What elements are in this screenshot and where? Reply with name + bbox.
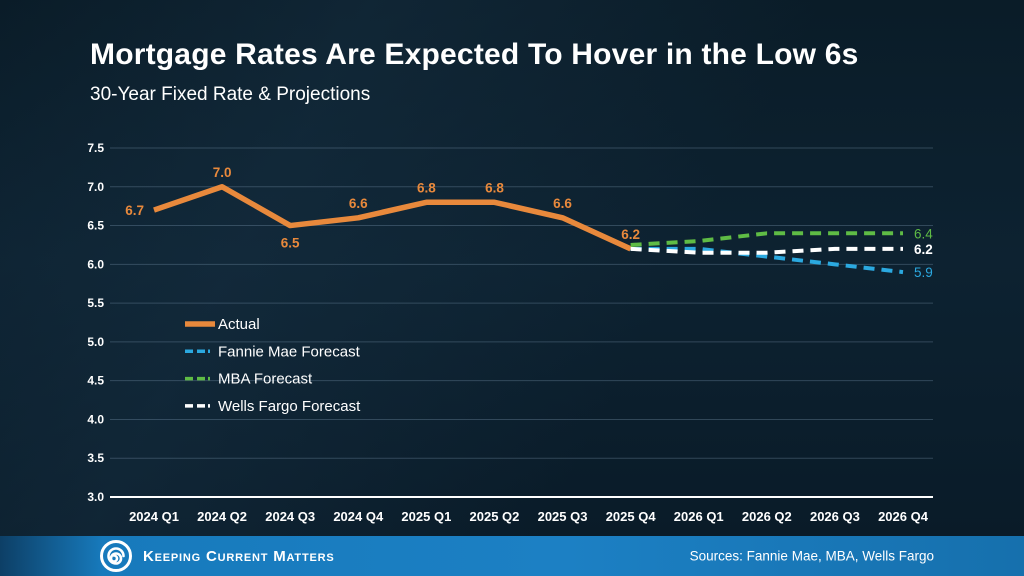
x-tick-label: 2025 Q4 — [606, 509, 657, 524]
series-line-mba-forecast — [630, 231, 903, 247]
page-subtitle: 30-Year Fixed Rate & Projections — [90, 84, 371, 105]
legend-label: Wells Fargo Forecast — [218, 398, 361, 415]
brand-lockup: Keeping Current Matters — [99, 539, 334, 573]
x-tick-label: 2024 Q4 — [333, 509, 384, 524]
series-line-wells-fargo-forecast — [630, 246, 903, 255]
legend-item-fannie-mae-forecast: Fannie Mae Forecast — [185, 343, 361, 360]
footer-bar: Keeping Current Matters Sources: Fannie … — [0, 536, 1024, 576]
x-tick-label: 2025 Q1 — [401, 509, 451, 524]
x-tick-label: 2026 Q1 — [674, 509, 724, 524]
data-label: 6.7 — [125, 203, 144, 218]
series-lines — [153, 184, 904, 275]
x-axis-tick-labels: 2024 Q1 2024 Q2 2024 Q3 2024 Q4 2025 Q1 2025 … — [129, 509, 929, 524]
y-tick-label: 4.5 — [87, 374, 104, 388]
series-end-labels: 5.9 6.46.2 — [914, 226, 933, 280]
x-tick-label: 2025 Q2 — [470, 509, 520, 524]
sources-text: Sources: Fannie Mae, MBA, Wells Fargo — [689, 548, 934, 564]
x-tick-label: 2024 Q3 — [265, 509, 315, 524]
end-label-mba-forecast: 6.4 — [914, 226, 933, 241]
data-label: 6.5 — [281, 236, 300, 251]
series-line-actual — [153, 184, 632, 252]
data-label: 6.2 — [621, 227, 640, 242]
data-label: 7.0 — [213, 165, 232, 180]
chart-legend: Actual Fannie Mae Forecast MBA Forecast Wel… — [185, 316, 361, 415]
y-tick-label: 3.0 — [87, 490, 104, 504]
y-tick-label: 3.5 — [87, 451, 104, 465]
legend-label: Fannie Mae Forecast — [218, 343, 361, 360]
gridlines — [110, 147, 933, 498]
y-tick-label: 7.5 — [87, 141, 104, 155]
y-tick-label: 6.5 — [87, 219, 104, 233]
data-point-labels: 6.7 7.0 6.5 6.6 6.8 6.8 6.6 6.2 — [125, 165, 640, 251]
end-label-wells-fargo-forecast: 6.2 — [914, 242, 933, 257]
x-tick-label: 2024 Q2 — [197, 509, 247, 524]
x-tick-label: 2026 Q2 — [742, 509, 792, 524]
y-tick-label: 5.5 — [87, 296, 104, 310]
data-label: 6.8 — [485, 180, 504, 195]
brand-name: Keeping Current Matters — [143, 547, 335, 565]
series-line-fannie-mae-forecast — [630, 246, 904, 275]
y-tick-label: 6.0 — [87, 257, 104, 271]
y-tick-label: 5.0 — [87, 335, 104, 349]
data-label: 6.6 — [553, 196, 572, 211]
legend-item-mba-forecast: MBA Forecast — [185, 371, 313, 388]
x-tick-label: 2024 Q1 — [129, 509, 179, 524]
x-tick-label: 2026 Q3 — [810, 509, 860, 524]
y-axis-tick-labels: 3.0 3.5 4.0 4.5 5.0 5.5 6.0 6.5 7.0 7.5 — [87, 141, 104, 504]
kcm-swirl-logo-icon — [100, 540, 132, 572]
page-title: Mortgage Rates Are Expected To Hover in … — [90, 38, 859, 71]
legend-label: MBA Forecast — [218, 371, 313, 388]
x-tick-label: 2026 Q4 — [878, 509, 929, 524]
y-tick-label: 7.0 — [87, 180, 104, 194]
y-tick-label: 4.0 — [87, 412, 104, 426]
x-tick-label: 2025 Q3 — [538, 509, 588, 524]
legend-label: Actual — [218, 316, 260, 333]
data-label: 6.6 — [349, 196, 368, 211]
end-label-fannie-mae-forecast: 5.9 — [914, 265, 933, 280]
legend-item-wells-fargo-forecast: Wells Fargo Forecast — [185, 398, 361, 415]
legend-item-actual: Actual — [185, 316, 260, 333]
data-label: 6.8 — [417, 180, 436, 195]
